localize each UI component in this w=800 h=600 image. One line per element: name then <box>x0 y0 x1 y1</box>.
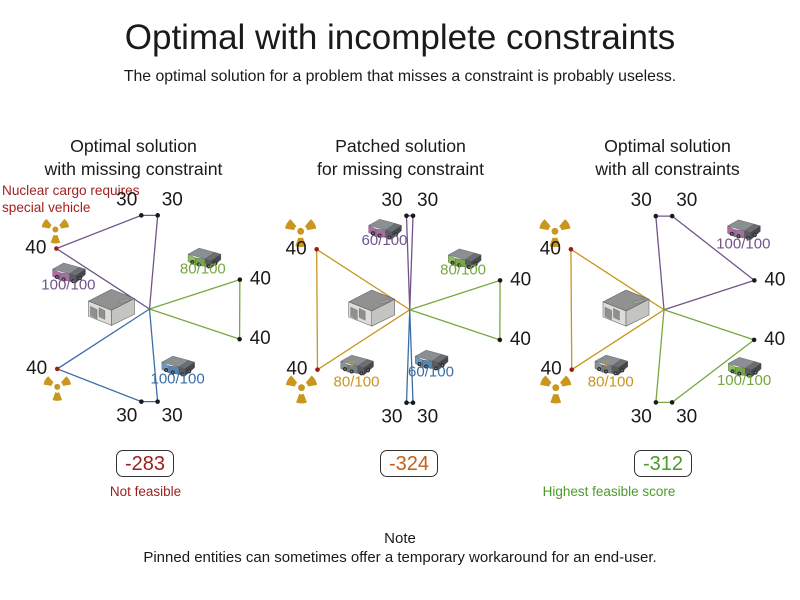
svg-text:80/100: 80/100 <box>180 261 226 278</box>
svg-text:40: 40 <box>26 358 47 379</box>
svg-text:30: 30 <box>162 406 183 427</box>
svg-text:100/100: 100/100 <box>150 371 204 388</box>
svg-text:30: 30 <box>676 190 697 211</box>
svg-text:40: 40 <box>510 269 531 290</box>
svg-text:40: 40 <box>25 238 46 259</box>
svg-text:80/100: 80/100 <box>588 374 634 391</box>
svg-text:80/100: 80/100 <box>334 374 380 391</box>
svg-text:30: 30 <box>162 189 183 210</box>
svg-text:60/100: 60/100 <box>362 232 408 249</box>
svg-text:30: 30 <box>631 190 652 211</box>
svg-text:40: 40 <box>250 269 271 290</box>
svg-text:60/100: 60/100 <box>408 364 454 381</box>
svg-text:80/100: 80/100 <box>440 261 486 278</box>
svg-text:100/100: 100/100 <box>717 372 771 389</box>
svg-text:40: 40 <box>250 328 271 349</box>
svg-text:100/100: 100/100 <box>41 277 95 294</box>
svg-text:100/100: 100/100 <box>716 235 770 252</box>
svg-text:30: 30 <box>116 406 137 427</box>
svg-text:30: 30 <box>417 407 438 428</box>
svg-text:40: 40 <box>764 329 785 350</box>
svg-text:30: 30 <box>116 189 137 210</box>
svg-text:40: 40 <box>541 359 562 380</box>
svg-text:30: 30 <box>417 190 438 211</box>
svg-text:30: 30 <box>381 407 402 428</box>
svg-text:30: 30 <box>676 406 697 427</box>
svg-text:40: 40 <box>286 238 307 259</box>
svg-text:30: 30 <box>631 406 652 427</box>
svg-text:40: 40 <box>540 238 561 259</box>
svg-text:30: 30 <box>381 190 402 211</box>
svg-text:40: 40 <box>764 269 785 290</box>
svg-text:40: 40 <box>286 359 307 380</box>
svg-text:40: 40 <box>510 329 531 350</box>
